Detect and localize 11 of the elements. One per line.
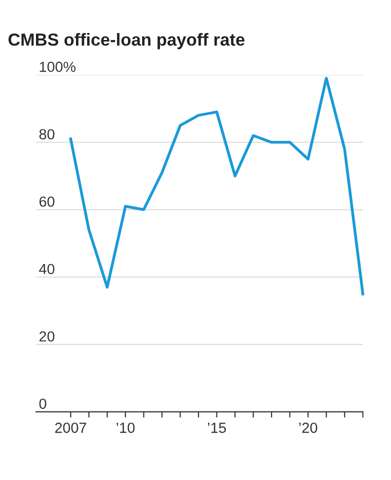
y-tick-label: 60 — [39, 196, 54, 207]
x-tick-label: ’15 — [208, 422, 226, 433]
y-tick-label: 20 — [39, 331, 54, 342]
x-tick-label: 2007 — [55, 422, 86, 433]
x-tick-label: ’20 — [299, 422, 318, 433]
y-tick-label: 0 — [39, 398, 46, 409]
chart-title: CMBS office-loan payoff rate — [8, 33, 245, 50]
y-tick-label: 40 — [39, 264, 54, 274]
y-tick-label: 80 — [39, 129, 54, 140]
x-tick-label: ’10 — [116, 422, 135, 433]
y-tick-label: 100% — [40, 62, 76, 72]
